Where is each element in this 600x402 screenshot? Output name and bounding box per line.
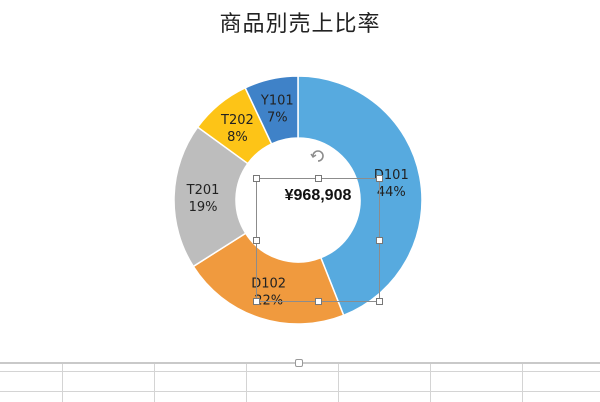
resize-handle-right[interactable] (376, 237, 383, 244)
grid-col-line (246, 364, 247, 402)
center-textbox[interactable]: ¥968,908 (253, 175, 383, 305)
resize-handle-left[interactable] (253, 237, 260, 244)
grid-col-line (430, 364, 431, 402)
slice-category-label: D102 (251, 276, 286, 291)
resize-handle-top-right[interactable] (376, 175, 383, 182)
grid-row-line (0, 371, 600, 372)
slice-category-label: T202 (220, 113, 254, 128)
slice-d101[interactable] (297, 75, 423, 317)
grid-resize-handle[interactable] (295, 359, 303, 367)
slice-category-label: T201 (186, 183, 220, 198)
grid-col-line (338, 364, 339, 402)
center-total-label: ¥968,908 (284, 187, 352, 204)
grid-col-line (154, 364, 155, 402)
grid-col-line (62, 364, 63, 402)
slice-percent-label: 8% (227, 130, 248, 145)
chart-title: 商品別売上比率 (219, 12, 381, 37)
slice-category-label: Y101 (260, 93, 294, 108)
spreadsheet-grid[interactable] (0, 359, 600, 402)
resize-handle-top[interactable] (315, 175, 322, 182)
slice-percent-label: 19% (189, 200, 218, 215)
resize-handle-bottom-right[interactable] (376, 298, 383, 305)
resize-handle-bottom[interactable] (315, 298, 322, 305)
slice-percent-label: 7% (267, 110, 288, 125)
grid-row-line (0, 391, 600, 392)
grid-col-line (522, 364, 523, 402)
resize-handle-bottom-left[interactable] (253, 298, 260, 305)
slice-y101[interactable] (244, 75, 299, 145)
slice-percent-label: 44% (377, 185, 406, 200)
slice-percent-label: 22% (254, 293, 283, 308)
rotate-handle-icon[interactable] (309, 147, 327, 165)
resize-handle-top-left[interactable] (253, 175, 260, 182)
